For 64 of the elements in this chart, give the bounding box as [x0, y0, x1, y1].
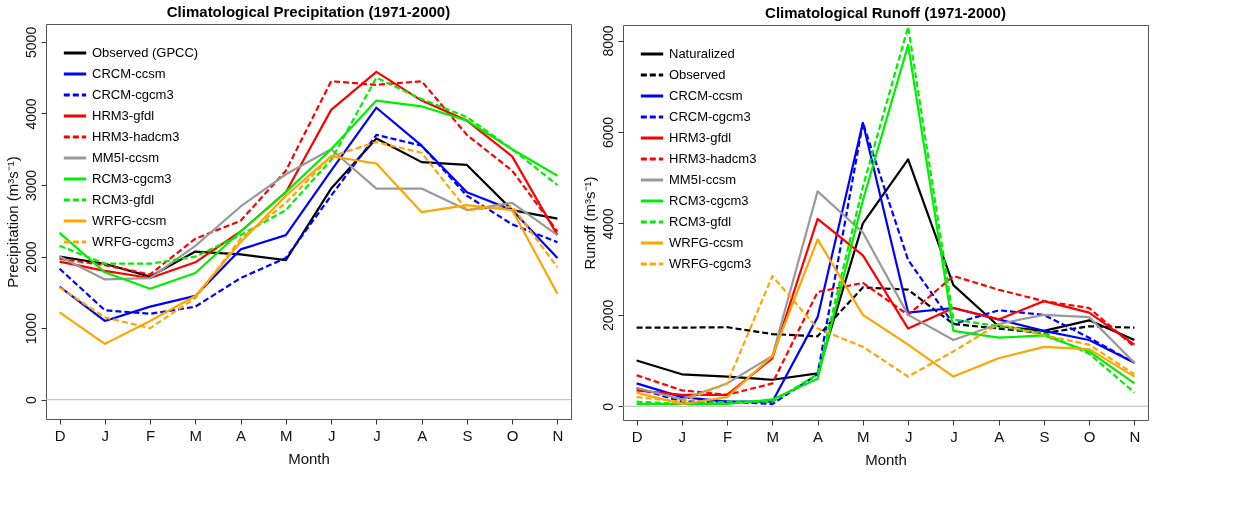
x-tick-label: F: [723, 427, 733, 445]
y-tick-label: 6000: [599, 116, 616, 149]
x-tick-label: O: [1083, 427, 1096, 445]
x-tick-label: M: [857, 427, 870, 445]
y-axis-title: Runoff (m³s⁻¹): [580, 176, 598, 270]
y-tick-label: 4000: [599, 208, 616, 240]
chart-title: Climatological Runoff (1971-2000): [765, 3, 1006, 21]
x-tick-label: N: [552, 426, 564, 444]
legend-label: WRFG-ccsm: [669, 235, 744, 250]
legend-label: CRCM-ccsm: [92, 66, 166, 81]
legend-label: MM5I-ccsm: [92, 150, 160, 165]
legend-label: HRM3-gfdl: [92, 108, 155, 123]
line-series: [635, 190, 1136, 401]
x-tick-label: M: [280, 426, 293, 444]
x-axis-title: Month: [288, 449, 330, 467]
x-tick-label: J: [101, 426, 110, 444]
legend-label: MM5I-ccsm: [669, 172, 737, 187]
x-tick-label: O: [506, 426, 519, 444]
legend-label: RCM3-gfdl: [92, 192, 155, 207]
y-axis-title: Precipitation (m³s⁻¹): [3, 156, 21, 288]
legend-label: Observed (GPCC): [92, 45, 199, 60]
x-axis-title: Month: [865, 450, 907, 468]
y-tick-label: 0: [22, 396, 39, 405]
y-tick-label: 4000: [22, 98, 39, 130]
legend-label: WRFG-ccsm: [92, 213, 167, 228]
legend-label: Naturalized: [669, 46, 735, 61]
legend-label: RCM3-cgcm3: [669, 193, 749, 208]
x-tick-label: M: [189, 426, 203, 444]
y-tick-label: 5000: [22, 26, 39, 58]
x-tick-label: J: [373, 426, 381, 444]
x-tick-label: A: [236, 426, 247, 444]
y-tick-label: 1000: [22, 312, 39, 345]
y-tick-label: 2000: [22, 241, 39, 273]
legend-label: WRFG-cgcm3: [92, 234, 175, 249]
x-tick-label: J: [904, 427, 913, 445]
legend-label: HRM3-hadcm3: [669, 151, 757, 166]
legend-label: HRM3-gfdl: [669, 130, 732, 145]
x-tick-label: N: [1129, 427, 1141, 445]
x-tick-label: D: [631, 427, 643, 445]
chart-title: Climatological Precipitation (1971-2000): [166, 3, 451, 20]
legend-label: CRCM-cgcm3: [669, 109, 751, 124]
legend-label: WRFG-cgcm3: [669, 256, 752, 271]
x-tick-label: J: [678, 427, 687, 445]
x-tick-label: S: [462, 426, 473, 444]
x-tick-label: J: [950, 427, 958, 445]
legend-label: RCM3-gfdl: [669, 214, 732, 229]
y-tick-label: 8000: [599, 25, 616, 57]
x-tick-label: D: [54, 426, 66, 444]
legend-label: Observed: [669, 67, 726, 82]
line-series: [58, 106, 559, 323]
x-tick-label: J: [327, 426, 336, 444]
legend-label: CRCM-ccsm: [669, 88, 743, 103]
legend-label: RCM3-cgcm3: [92, 171, 172, 186]
x-tick-label: A: [417, 426, 428, 444]
x-tick-label: A: [994, 427, 1005, 445]
legend-label: CRCM-cgcm3: [92, 87, 174, 102]
legend-label: HRM3-hadcm3: [92, 129, 180, 144]
x-tick-label: F: [146, 426, 156, 444]
y-tick-label: 0: [599, 402, 616, 411]
x-tick-label: A: [813, 427, 824, 445]
y-tick-label: 2000: [599, 299, 616, 331]
x-tick-label: S: [1039, 427, 1050, 445]
y-tick-label: 3000: [22, 169, 39, 202]
x-tick-label: M: [766, 427, 780, 445]
